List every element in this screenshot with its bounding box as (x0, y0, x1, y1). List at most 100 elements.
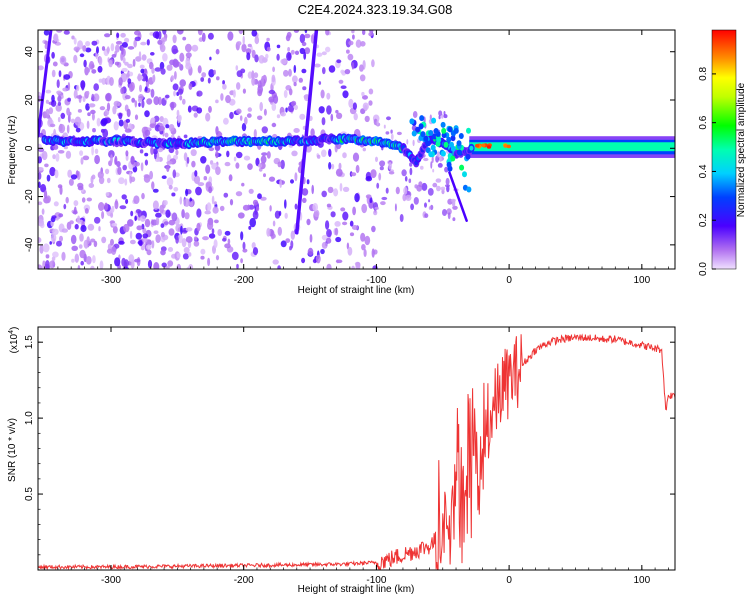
spectrogram-cell (172, 83, 179, 91)
spectrogram-cell (200, 248, 206, 255)
spectrogram-cell (260, 196, 267, 201)
spectrogram-cell (98, 226, 101, 232)
spectrogram-cell (266, 151, 271, 159)
spectrogram-cell (380, 201, 386, 206)
spectrogram-cell (44, 40, 49, 45)
spectrogram-cell (200, 156, 207, 164)
spectrogram-cell (386, 116, 391, 121)
spectrogram-cell (81, 197, 86, 203)
spectrogram-cell (321, 149, 327, 158)
spectrogram-cell (436, 185, 441, 192)
spectrogram-cell (152, 148, 158, 155)
spectrogram-cell (309, 234, 313, 243)
spectrogram-cell (242, 241, 246, 250)
snr-y-scale-label: (x104) (8, 327, 20, 354)
spectrogram-cell (183, 247, 190, 254)
spectrogram-cell (151, 117, 156, 123)
spectrogram-cell (181, 238, 187, 248)
spectrogram-cell (284, 199, 287, 209)
spectrogram-cell (98, 176, 105, 185)
spectrogram-cell (155, 217, 160, 226)
spectrogram-cell (355, 164, 360, 174)
spectrogram-cell (320, 89, 325, 99)
spectrogram-cell (129, 81, 135, 91)
spectrogram-cell (291, 100, 297, 107)
spectrogram-cell (235, 162, 240, 169)
spectrogram-cell (287, 105, 294, 112)
spectrogram-cell (445, 184, 450, 188)
spectrogram-cell (430, 161, 433, 169)
spectrogram-cell (287, 47, 290, 52)
spectrogram-cell (272, 220, 276, 227)
spectrogram-cell (83, 59, 87, 68)
spectrogram-cell (145, 244, 152, 250)
spectrogram-cell (298, 77, 303, 83)
spectrogram-cell (338, 79, 344, 84)
spectrogram-cell (292, 75, 298, 84)
spectrogram-cell (266, 46, 271, 52)
spectrogram-cell (299, 113, 306, 120)
spectrogram-cell (352, 152, 360, 162)
spectrogram-hotspot (475, 143, 480, 148)
spectrogram-cell (301, 68, 307, 74)
spectrogram-cell (376, 182, 380, 189)
spectrogram-cell (359, 64, 364, 72)
spectrogram-cell (207, 220, 214, 230)
spectrogram-cell (160, 223, 165, 229)
spectrogram-cell (152, 188, 159, 193)
spectrogram-streak (38, 30, 53, 138)
spectrogram-x-tick-label: 0 (506, 275, 512, 286)
spectrogram-cell (261, 152, 268, 156)
spectrogram-cell (153, 262, 160, 269)
spectrogram-cell (93, 93, 100, 102)
spectrogram-cell (195, 186, 202, 196)
spectrogram-cell (133, 39, 137, 48)
spectrogram-cell (321, 190, 328, 198)
spectrogram-cell (139, 64, 145, 69)
spectrogram-cell (215, 99, 219, 104)
spectrogram-cell (85, 47, 92, 53)
spectrogram-cell (290, 240, 294, 249)
spectrogram-cell (87, 223, 95, 231)
spectrogram-cell (85, 255, 92, 265)
spectrogram-y-tick-label: 0 (24, 145, 35, 151)
spectrogram-cell (57, 117, 61, 123)
spectrogram-cell (168, 124, 175, 132)
spectrogram-cell (344, 69, 351, 75)
spectrogram-cell (213, 201, 217, 205)
spectrogram-cell (137, 73, 142, 82)
spectrogram-cell (334, 221, 341, 227)
spectrogram-cell (90, 109, 96, 115)
spectrogram-cell (441, 114, 444, 119)
spectrogram-cell (251, 30, 258, 37)
colorbar-tick-label: 0.0 (698, 262, 709, 276)
spectrogram-cell (304, 30, 308, 34)
spectrogram-cell (228, 174, 233, 182)
spectrogram-cell (125, 198, 129, 205)
spectrogram-cell (257, 115, 263, 121)
spectrogram-cell (215, 150, 219, 159)
spectrogram-cell (365, 194, 372, 199)
spectrogram-cell (268, 89, 276, 95)
spectrogram-cell (342, 211, 349, 221)
spectrogram-cell (157, 39, 163, 45)
spectrogram-cell (240, 231, 244, 241)
spectrogram-cell (335, 109, 339, 114)
spectrogram-cell (111, 222, 118, 227)
spectrogram-cell (362, 102, 369, 111)
spectrogram-cell (117, 166, 122, 175)
spectrogram-cell (273, 94, 279, 104)
spectrogram-cell (379, 160, 386, 167)
spectrogram-cell (159, 204, 164, 214)
spectrogram-cell (56, 79, 60, 89)
spectrogram-cell (279, 178, 283, 188)
spectrogram-cell (177, 30, 184, 35)
spectrogram-cell (121, 42, 128, 48)
spectrogram-ridge-cell (458, 133, 464, 139)
spectrogram-cell (80, 157, 84, 165)
spectrogram-cell (124, 95, 131, 100)
spectrogram-cell (90, 238, 96, 243)
spectrogram-cell (294, 203, 298, 210)
spectrogram-cell (322, 67, 326, 75)
spectrogram-cell (160, 68, 166, 75)
